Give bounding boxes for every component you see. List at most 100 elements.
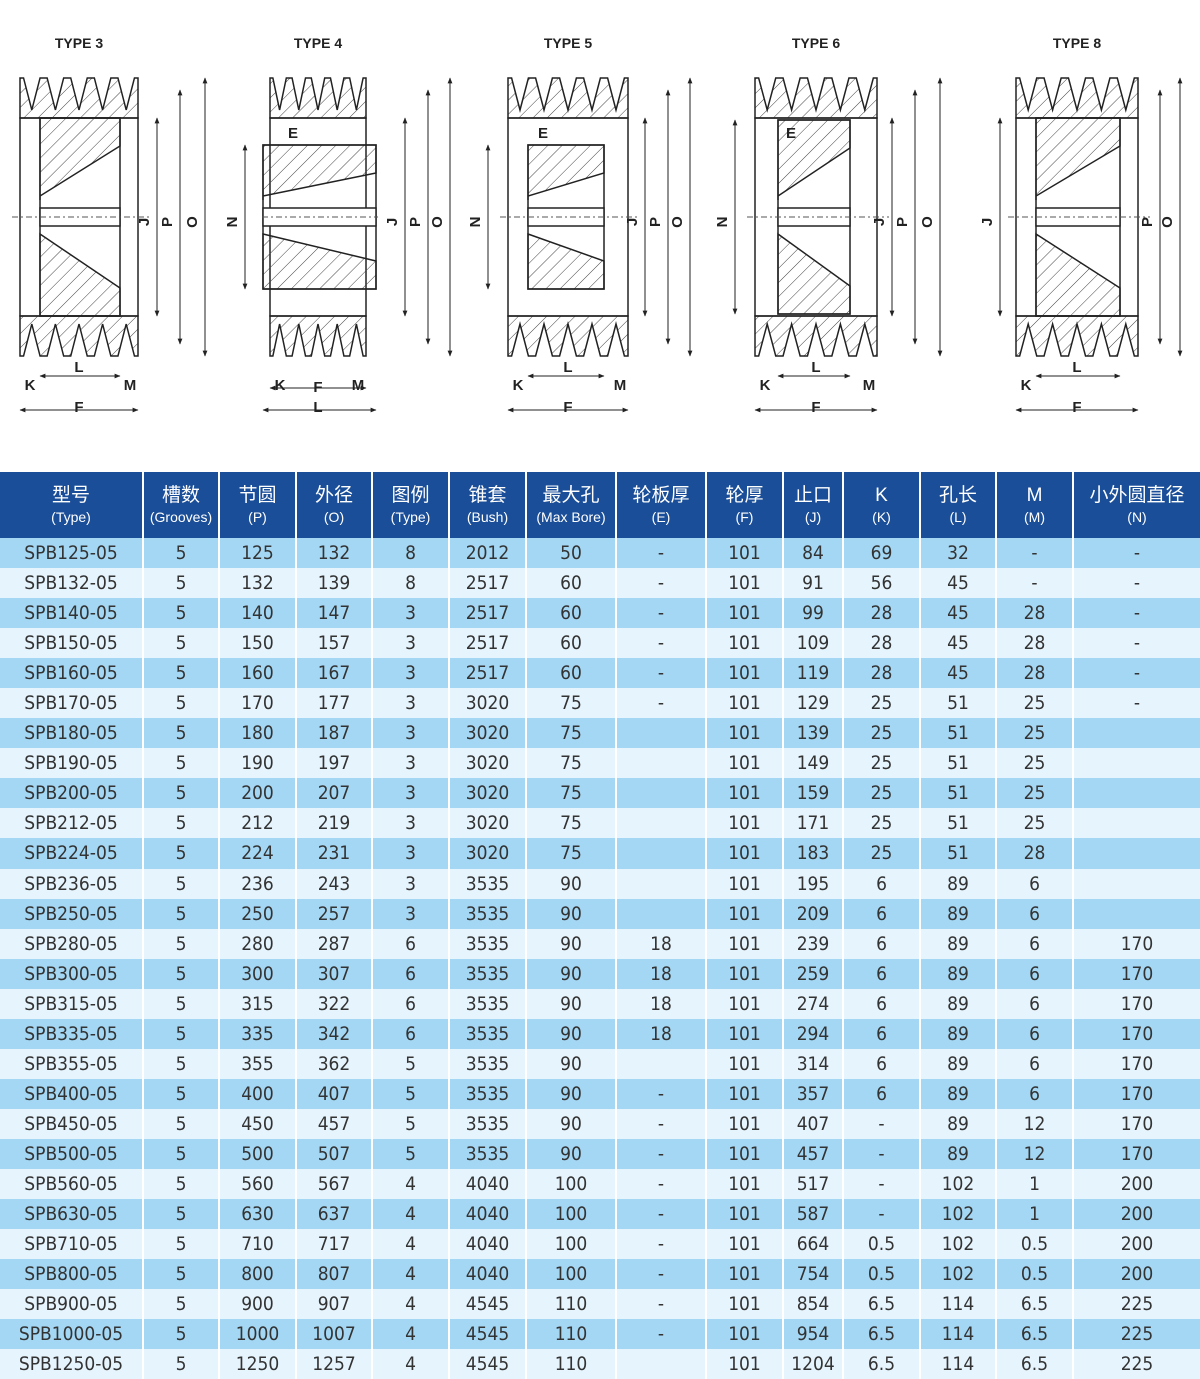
table-cell: 5 (143, 658, 220, 689)
table-cell: 6 (996, 1078, 1074, 1109)
table-cell: 6 (996, 958, 1074, 989)
table-cell: 287 (296, 928, 373, 959)
table-cell: 159 (783, 778, 844, 809)
rim-top (269, 77, 367, 119)
table-cell: 6 (843, 1048, 921, 1079)
dimension-label: M (124, 377, 137, 394)
table-cell: 8 (372, 538, 450, 569)
column-header: M (M) (996, 472, 1074, 538)
table-cell: 75 (526, 688, 617, 719)
dimension-label: J (384, 218, 401, 226)
table-cell: 28 (843, 628, 921, 659)
table-cell: - (1073, 568, 1200, 599)
table-cell: 6 (843, 928, 921, 959)
dimension-label: J (871, 218, 888, 226)
table-cell: - (616, 1138, 707, 1169)
column-header-en: (Bush) (466, 509, 509, 526)
table-cell: 4 (372, 1289, 450, 1320)
table-cell: 6.5 (996, 1349, 1074, 1379)
table-cell: 84 (783, 538, 844, 569)
table-cell: 6 (843, 868, 921, 899)
table-cell: - (616, 1319, 707, 1350)
table-cell: 225 (1073, 1319, 1200, 1350)
table-cell: - (616, 568, 707, 599)
table-cell: 101 (706, 1108, 784, 1139)
dimension-label: K (275, 377, 286, 394)
table-cell: 89 (920, 928, 997, 959)
table-cell: 3535 (449, 1138, 527, 1169)
table-cell: SPB560-05 (0, 1168, 144, 1200)
table-cell: 3535 (449, 898, 527, 929)
table-cell: 6 (843, 958, 921, 989)
table-cell: 89 (920, 958, 997, 989)
table-cell: 294 (783, 1018, 844, 1049)
table-cell: 51 (920, 778, 997, 809)
table-cell: SPB630-05 (0, 1199, 144, 1230)
table-cell: 2517 (449, 628, 527, 659)
table-cell: 274 (783, 988, 844, 1019)
column-header-en: (Type) (51, 509, 91, 526)
table-cell: SPB190-05 (0, 748, 144, 779)
table-cell: 4545 (449, 1289, 527, 1320)
table-cell: 1257 (296, 1349, 373, 1379)
table-cell: 177 (296, 688, 373, 719)
column-header: 轮厚 (F) (706, 472, 784, 538)
table-row: SPB400-05 5 400 407 5 3535 90-101 357 6 89 6 170 (0, 1078, 1200, 1109)
dimension-label: F (811, 399, 820, 416)
table-cell: 4545 (449, 1319, 527, 1350)
table-cell: 6 (372, 988, 450, 1019)
table-cell: 125 (219, 538, 297, 569)
hub-top (527, 144, 605, 200)
table-cell: 8 (372, 568, 450, 599)
column-header-cn: 图例 (391, 484, 430, 506)
column-header-cn: 外径 (314, 484, 353, 506)
dimension-label: P (159, 217, 176, 227)
table-cell: 6 (996, 928, 1074, 959)
table-cell: 900 (219, 1289, 297, 1320)
table-cell: 89 (920, 1078, 997, 1109)
table-cell (616, 838, 707, 869)
table-cell: 75 (526, 718, 617, 749)
table-cell: 5 (143, 958, 220, 989)
dimension-label: F (74, 399, 83, 416)
table-cell: 1007 (296, 1319, 373, 1350)
dimension-label: K (25, 377, 36, 394)
column-header-cn: 型号 (51, 484, 90, 506)
column-header-en: (P) (248, 509, 267, 526)
table-cell: 89 (920, 988, 997, 1019)
table-cell: SPB1000-05 (0, 1319, 144, 1350)
table-cell: 101 (706, 748, 784, 779)
table-cell: 6 (996, 1048, 1074, 1079)
column-header: 锥套 (Bush) (449, 472, 527, 538)
table-cell: 114 (920, 1319, 997, 1350)
table-cell: 28 (843, 658, 921, 689)
table-cell: 28 (843, 598, 921, 629)
table-cell: 56 (843, 568, 921, 599)
bore (39, 207, 121, 227)
column-header-cn: K (875, 484, 888, 506)
table-cell: 6 (843, 898, 921, 929)
dimension-label: M (863, 377, 876, 394)
table-cell: 101 (706, 838, 784, 869)
table-cell: 101 (706, 808, 784, 839)
table-cell: SPB710-05 (0, 1229, 144, 1260)
table-cell: 5 (143, 568, 220, 599)
diagram-title: TYPE 6 (792, 35, 840, 51)
dimension-label: L (1072, 359, 1081, 376)
table-cell (616, 868, 707, 899)
rim-bottom (507, 315, 629, 357)
table-row: SPB190-05 5 190 197 3 3020 75 101 149 25 51 25 (0, 748, 1200, 779)
table-cell: 99 (783, 598, 844, 629)
table-cell: 5 (143, 838, 220, 869)
table-cell: 150 (219, 628, 297, 659)
table-cell: 907 (296, 1289, 373, 1320)
table-cell: 362 (296, 1048, 373, 1079)
table-cell: 102 (920, 1259, 997, 1290)
table-cell: 28 (996, 658, 1074, 689)
table-cell: 307 (296, 958, 373, 989)
table-cell: - (1073, 628, 1200, 659)
table-cell: 5 (143, 538, 220, 569)
column-header-cn: 节圆 (238, 484, 277, 506)
table-cell: 180 (219, 718, 297, 749)
table-cell: 101 (706, 1349, 784, 1379)
